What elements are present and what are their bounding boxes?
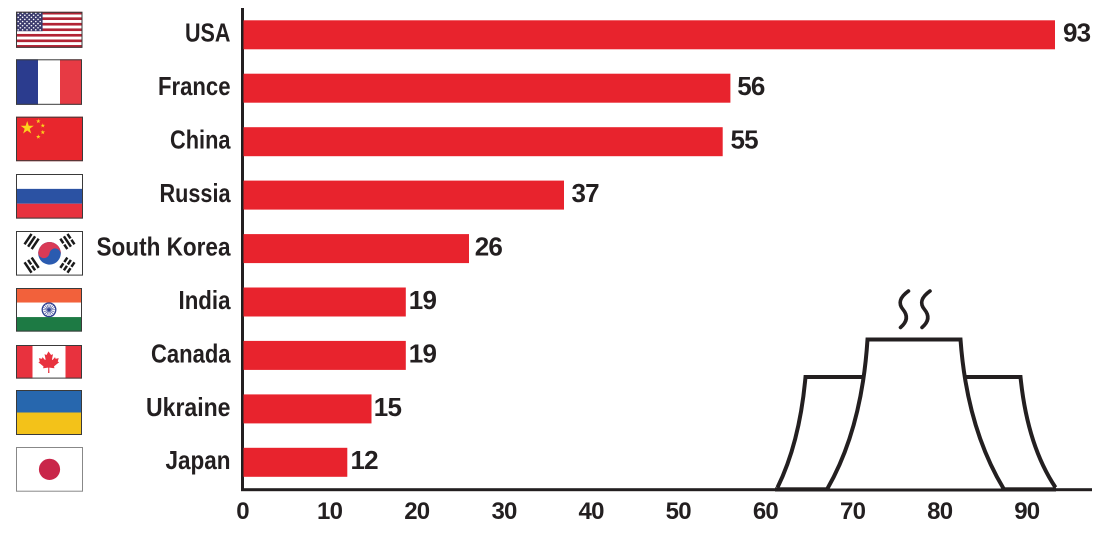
svg-text:10: 10 (317, 498, 343, 525)
svg-text:Canada: Canada (151, 338, 231, 368)
svg-text:19: 19 (409, 338, 437, 368)
svg-text:20: 20 (404, 498, 430, 525)
svg-text:Ukraine: Ukraine (146, 392, 231, 422)
svg-text:Russia: Russia (160, 178, 231, 208)
svg-text:50: 50 (666, 498, 692, 525)
svg-text:60: 60 (753, 498, 779, 525)
svg-text:70: 70 (840, 498, 866, 525)
svg-text:Japan: Japan (166, 445, 231, 475)
svg-text:55: 55 (731, 125, 759, 155)
svg-text:15: 15 (374, 392, 402, 422)
svg-text:80: 80 (927, 498, 953, 525)
svg-text:26: 26 (475, 232, 503, 262)
svg-text:93: 93 (1063, 18, 1091, 48)
svg-text:0: 0 (236, 498, 249, 525)
svg-text:30: 30 (491, 498, 517, 525)
svg-text:37: 37 (572, 178, 600, 208)
svg-text:90: 90 (1014, 498, 1040, 525)
svg-text:China: China (170, 125, 231, 155)
svg-text:South Korea: South Korea (97, 232, 231, 262)
svg-text:40: 40 (579, 498, 605, 525)
svg-text:12: 12 (351, 445, 379, 475)
svg-text:USA: USA (185, 18, 231, 48)
svg-text:19: 19 (409, 285, 437, 315)
svg-text:France: France (158, 71, 231, 101)
svg-text:56: 56 (737, 71, 765, 101)
svg-text:India: India (179, 285, 231, 315)
